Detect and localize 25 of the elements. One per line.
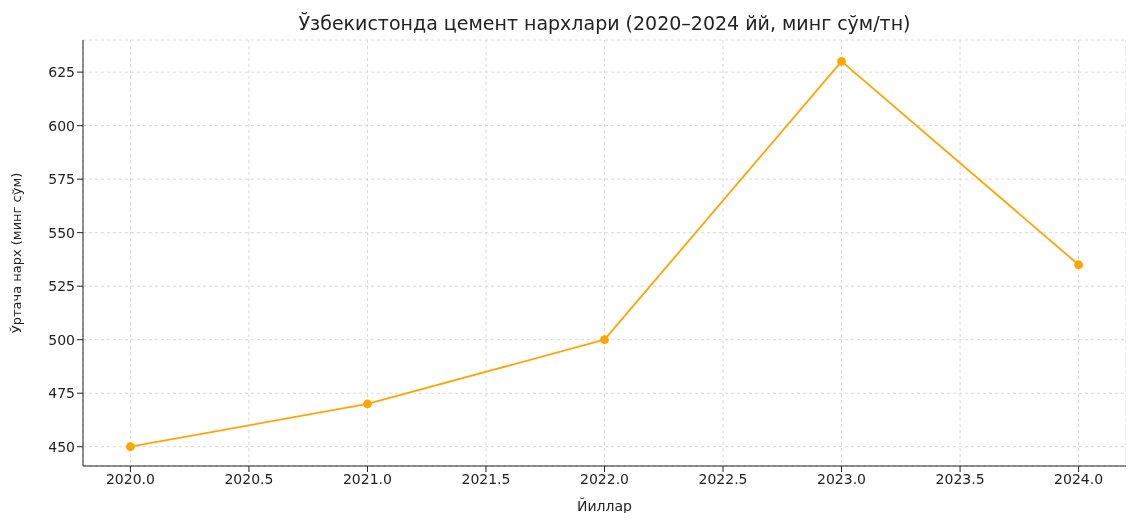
y-tick-label: 575 [48, 171, 75, 188]
point [363, 399, 372, 409]
chart-title: Ўзбекистонда цемент нархлари (2020–2024 йй, минг сўм/тн) [297, 12, 912, 34]
y-tick-label: 450 [48, 438, 75, 455]
x-tick-label: 2023.5 [935, 470, 985, 487]
x-tick-label: 2022.5 [698, 470, 748, 487]
point [837, 57, 846, 66]
y-tick-label: 475 [48, 385, 75, 402]
x-axis-title: Йиллар [577, 497, 633, 514]
y-tick-label: 500 [48, 331, 75, 348]
x-tick-label: 2021.5 [461, 470, 511, 487]
x-tick-label: 2022.0 [580, 470, 629, 487]
y-tick-label: 550 [48, 224, 75, 241]
y-tick-label: 625 [48, 64, 75, 81]
point [126, 442, 135, 452]
point [1074, 260, 1083, 270]
y-axis-title: Ўртача нарх (минг сўм) [8, 172, 24, 334]
x-tick-label: 2021.0 [342, 470, 392, 487]
x-tick-label: 2020.0 [105, 470, 155, 487]
x-tick-label: 2024.0 [1054, 470, 1104, 487]
y-tick-label: 600 [48, 117, 75, 134]
point [600, 335, 609, 345]
y-tick-label: 525 [48, 278, 75, 295]
x-tick-label: 2020.5 [224, 470, 274, 487]
x-tick-label: 2023.0 [817, 470, 867, 487]
